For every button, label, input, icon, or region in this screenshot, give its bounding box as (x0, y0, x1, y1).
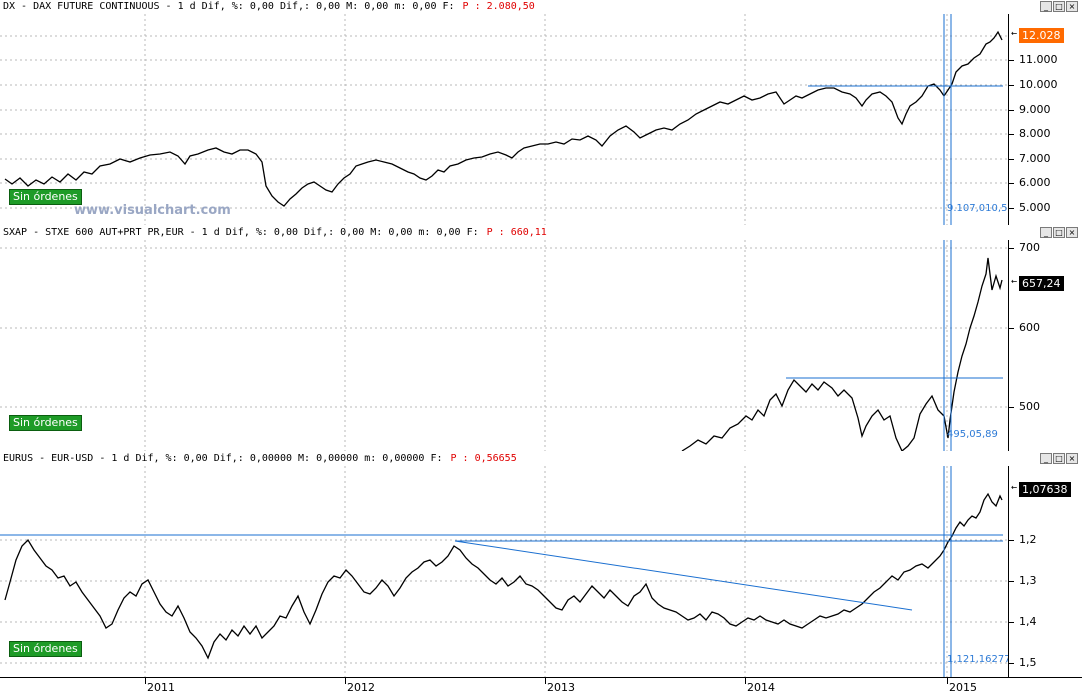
dax-tick: 7.000 (1019, 152, 1051, 165)
dax-tick: 11.000 (1019, 53, 1058, 66)
eurusd-vline-label: 1,121,16277 (947, 654, 1011, 665)
sxap-orders-badge[interactable]: Sin órdenes (9, 415, 82, 431)
dax-grid (0, 14, 1008, 225)
sxap-tick: 600 (1019, 321, 1040, 334)
sxap-last-value: 657,24 (1019, 276, 1064, 291)
eurusd-tick: 1,4 (1019, 615, 1037, 628)
dax-last-value: 12.028 (1019, 28, 1064, 43)
close-button[interactable]: × (1066, 1, 1078, 12)
sxap-title: SXAP - STXE 600 AUT+PRT PR,EUR - 1 d Dif… (3, 227, 479, 238)
sxap-vline-label: 495,05,89 (947, 429, 998, 440)
eurusd-panel[interactable]: EURUS - EUR-USD - 1 d Dif, %: 0,00 Dif,:… (0, 452, 1082, 677)
dax-tick: 5.000 (1019, 201, 1051, 214)
x-label-year: 2014 (747, 681, 775, 694)
sxap-grid (0, 240, 1008, 451)
eurusd-last-value: 1,07638 (1019, 482, 1071, 497)
x-label-year: 2011 (147, 681, 175, 694)
x-label-year: 2013 (547, 681, 575, 694)
sxap-tick: 700 (1019, 241, 1040, 254)
minimize-button[interactable]: _ (1040, 1, 1052, 12)
dax-orders-badge[interactable]: Sin órdenes (9, 189, 82, 205)
x-label-year: 2015 (949, 681, 977, 694)
dax-panel[interactable]: DX - DAX FUTURE CONTINUOUS - 1 d Dif, %:… (0, 0, 1082, 227)
eurusd-title-bar: EURUS - EUR-USD - 1 d Dif, %: 0,00 Dif,:… (0, 452, 1082, 466)
minimize-button[interactable]: _ (1040, 453, 1052, 464)
x-label-year: 2012 (347, 681, 375, 694)
dax-tick: 9.000 (1019, 103, 1051, 116)
eurusd-tick: 1,2 (1019, 533, 1037, 546)
maximize-button[interactable]: □ (1053, 227, 1065, 238)
dax-title-bar: DX - DAX FUTURE CONTINUOUS - 1 d Dif, %:… (0, 0, 1082, 14)
dax-vline-label: 9.107,010,50 (947, 203, 1014, 214)
time-axis[interactable]: 2011 2012 2013 2014 2015 (0, 677, 1082, 699)
dax-price-axis[interactable]: 11.000 10.000 9.000 8.000 7.000 6.000 5.… (1008, 14, 1082, 225)
sxap-tick: 500 (1019, 400, 1040, 413)
sxap-panel[interactable]: SXAP - STXE 600 AUT+PRT PR,EUR - 1 d Dif… (0, 226, 1082, 453)
dax-price: P : 2.080,50 (462, 1, 535, 12)
eurusd-tick: 1,3 (1019, 574, 1037, 587)
close-button[interactable]: × (1066, 453, 1078, 464)
dax-price-line (4, 30, 1003, 207)
eurusd-price: P : 0,56655 (450, 453, 517, 464)
dax-last-arrow-icon: ← (1011, 28, 1018, 39)
sxap-title-bar: SXAP - STXE 600 AUT+PRT PR,EUR - 1 d Dif… (0, 226, 1082, 240)
watermark: www.visualchart.com (74, 203, 231, 218)
maximize-button[interactable]: □ (1053, 1, 1065, 12)
dax-title: DX - DAX FUTURE CONTINUOUS - 1 d Dif, %:… (3, 1, 455, 12)
eurusd-orders-badge[interactable]: Sin órdenes (9, 641, 82, 657)
eurusd-grid (0, 466, 1008, 677)
eurusd-title: EURUS - EUR-USD - 1 d Dif, %: 0,00 Dif,:… (3, 453, 443, 464)
eurusd-trendline (454, 540, 913, 611)
dax-tick: 8.000 (1019, 127, 1051, 140)
minimize-button[interactable]: _ (1040, 227, 1052, 238)
sxap-last-arrow-icon: ← (1011, 276, 1018, 287)
eurusd-tick: 1,5 (1019, 656, 1037, 669)
sxap-price: P : 660,11 (486, 227, 547, 238)
sxap-price-chart[interactable] (0, 240, 1008, 451)
dax-tick: 6.000 (1019, 176, 1051, 189)
dax-price-chart[interactable] (0, 14, 1008, 225)
eurusd-price-chart[interactable] (0, 466, 1008, 677)
dax-tick: 10.000 (1019, 78, 1058, 91)
sxap-price-axis[interactable]: 700 600 500 ← 657,24 (1008, 240, 1082, 451)
maximize-button[interactable]: □ (1053, 453, 1065, 464)
eurusd-price-line (4, 492, 1003, 660)
close-button[interactable]: × (1066, 227, 1078, 238)
eurusd-last-arrow-icon: ← (1011, 482, 1018, 493)
eurusd-price-axis[interactable]: 1,2 1,3 1,4 1,5 ← 1,07638 (1008, 466, 1082, 677)
sxap-price-line (681, 257, 1003, 451)
